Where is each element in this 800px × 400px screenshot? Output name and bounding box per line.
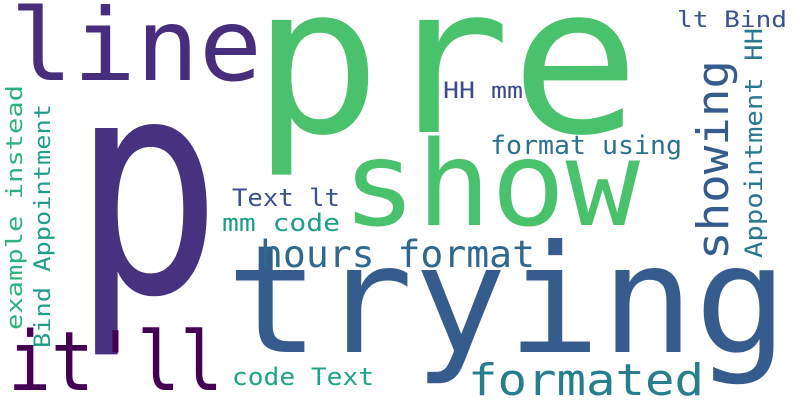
word-p: p [72,14,222,363]
word-showing: showing [688,60,739,260]
word-it-ll: it'll [8,315,223,400]
word-show: show [342,115,641,253]
word-lt-bind: lt Bind [677,8,787,33]
word-trying: trying [226,214,788,388]
word-line: line [10,0,262,104]
word-format-using: format using [490,131,682,161]
word-pre: pre [252,0,640,181]
word-hh-mm: HH mm [443,79,523,104]
word-example-instead: example instead [3,85,28,330]
word-code-text: code Text [232,363,374,391]
word-appointment-hh: Appointment HH [740,28,768,258]
word-hours-format: hours format [260,233,535,276]
word-mm-code: mm code [222,209,340,237]
word-text-lt: Text lt [232,184,340,212]
word-formated: formated [468,355,704,400]
word-bind-appointment: Bind Appointment [31,104,56,348]
